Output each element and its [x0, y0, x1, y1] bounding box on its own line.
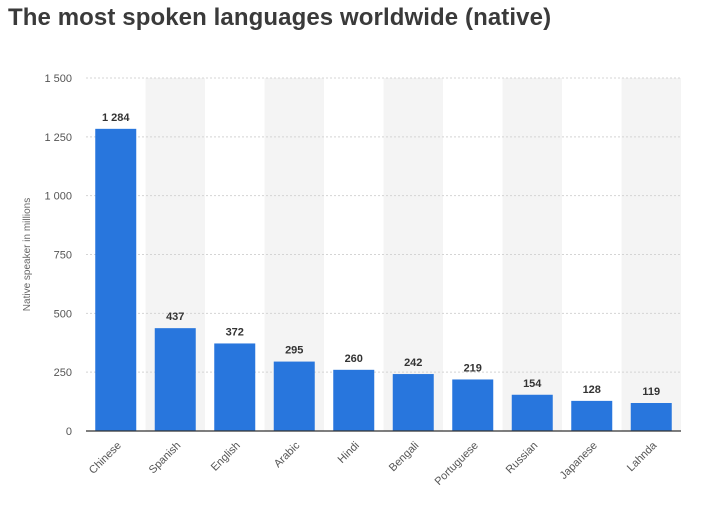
bar — [392, 374, 434, 431]
data-label: 242 — [404, 357, 422, 369]
bar — [95, 128, 137, 431]
y-tick-label: 750 — [54, 250, 72, 262]
x-tick-label: Lahnda — [625, 439, 660, 474]
data-label: 260 — [345, 353, 363, 365]
y-tick-label: 0 — [66, 426, 72, 438]
y-tick-label: 1 000 — [44, 191, 72, 203]
value-labels: 1 284 437 372 295 260 242 219 154 128 119 — [102, 112, 660, 398]
background-band — [502, 78, 562, 431]
x-tick-label: Portuguese — [433, 440, 481, 488]
x-tick-label: Hindi — [336, 440, 362, 466]
data-label: 154 — [523, 378, 542, 390]
bar — [452, 379, 494, 431]
y-tick-label: 250 — [54, 367, 72, 379]
x-tick-label: Spanish — [147, 440, 184, 477]
background-band — [383, 78, 443, 431]
data-label: 295 — [285, 345, 303, 357]
data-label: 372 — [226, 326, 244, 338]
y-tick-label: 500 — [54, 308, 72, 320]
y-tick-labels: 0 250 500 750 1 000 1 250 1 500 — [44, 73, 72, 438]
bar — [571, 400, 613, 431]
bar — [511, 394, 553, 431]
bars — [95, 128, 672, 431]
x-tick-label: Arabic — [272, 439, 303, 470]
bar — [273, 361, 315, 431]
x-tick-label: Japanese — [558, 440, 600, 482]
x-tick-label: Chinese — [87, 440, 124, 477]
data-label: 119 — [642, 386, 660, 398]
y-axis-title: Native speaker in millions — [22, 198, 33, 311]
x-tick-label: Bengali — [387, 440, 421, 474]
x-tick-label: Russian — [504, 440, 541, 477]
bar — [154, 328, 196, 431]
data-label: 1 284 — [102, 112, 130, 124]
y-tick-label: 1 500 — [44, 73, 72, 85]
bar — [630, 402, 672, 431]
bar — [333, 369, 375, 431]
data-label: 128 — [583, 384, 601, 396]
data-label: 219 — [464, 362, 482, 374]
chart-title: The most spoken languages worldwide (nat… — [8, 4, 552, 31]
gridlines — [86, 77, 681, 373]
x-tick-label: English — [209, 440, 243, 474]
bar — [214, 343, 256, 431]
data-label: 437 — [166, 311, 184, 323]
x-tick-labels: Chinese Spanish English Arabic Hindi Bengali P… — [87, 439, 660, 488]
y-tick-label: 1 250 — [44, 132, 72, 144]
